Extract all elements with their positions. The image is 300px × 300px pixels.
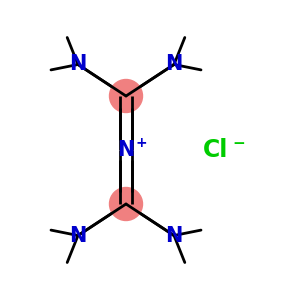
- Text: N: N: [69, 226, 87, 245]
- Text: N: N: [117, 140, 135, 160]
- Text: +: +: [136, 136, 147, 150]
- Text: N: N: [69, 55, 87, 74]
- Circle shape: [110, 188, 142, 220]
- Text: N: N: [165, 55, 183, 74]
- Text: Cl: Cl: [203, 138, 229, 162]
- Text: N: N: [165, 226, 183, 245]
- Text: −: −: [232, 136, 245, 151]
- Circle shape: [110, 80, 142, 112]
